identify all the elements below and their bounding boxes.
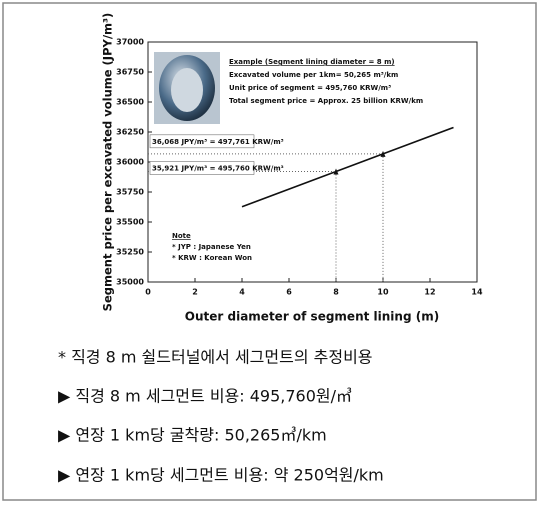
y-tick-label: 37000 bbox=[116, 38, 144, 47]
annotation: 36,068 JPY/m³ = 497,761 KRW/m³ bbox=[152, 138, 284, 146]
figure: Example (Segment lining diameter = 8 m) … bbox=[0, 0, 540, 504]
note: ▶ 연장 1 km당 세그먼트 비용: 약 250억원/km bbox=[58, 466, 384, 485]
y-tick-label: 36000 bbox=[116, 158, 144, 167]
x-tick-label: 10 bbox=[377, 288, 389, 297]
x-tick-label: 4 bbox=[239, 288, 245, 297]
inset-line: Unit price of segment = 495,760 KRW/m³ bbox=[229, 84, 391, 92]
x-axis-title: Outer diameter of segment lining (m) bbox=[185, 310, 439, 324]
y-tick-label: 35750 bbox=[116, 188, 144, 197]
y-tick-label: 36500 bbox=[116, 98, 144, 107]
inset-line: Excavated volume per 1km= 50,265 m³/km bbox=[229, 71, 398, 79]
y-axis-title: Segment price per excavated volume (JPY/… bbox=[101, 13, 115, 312]
inset-title: Example (Segment lining diameter = 8 m) bbox=[229, 58, 395, 66]
note-line: * JYP : Japanese Yen bbox=[172, 243, 251, 251]
x-tick-label: 2 bbox=[192, 288, 198, 297]
y-tick-label: 35250 bbox=[116, 248, 144, 257]
segment-hole bbox=[171, 68, 203, 112]
y-tick-label: 35000 bbox=[116, 278, 144, 287]
note: ▶ 직경 8 m 세그먼트 비용: 495,760원/㎥ bbox=[58, 387, 352, 406]
note: ▶ 연장 1 km당 굴착량: 50,265㎥/km bbox=[58, 426, 327, 445]
note: * 직경 8 m 쉴드터널에서 세그먼트의 추정비용 bbox=[58, 348, 373, 367]
annotation: 35,921 JPY/m³ = 495,760 KRW/m³ bbox=[152, 164, 284, 172]
x-tick-label: 12 bbox=[424, 288, 435, 297]
x-tick-label: 0 bbox=[145, 288, 151, 297]
x-tick-label: 6 bbox=[286, 288, 292, 297]
inset-line: Total segment price = Approx. 25 billion… bbox=[229, 97, 423, 105]
y-tick-label: 35500 bbox=[116, 218, 144, 227]
note-title: Note bbox=[172, 232, 191, 240]
y-tick-label: 36250 bbox=[116, 128, 144, 137]
y-tick-label: 36750 bbox=[116, 68, 144, 77]
note-line: * KRW : Korean Won bbox=[172, 254, 252, 262]
x-tick-label: 8 bbox=[333, 288, 339, 297]
x-tick-label: 14 bbox=[471, 288, 483, 297]
